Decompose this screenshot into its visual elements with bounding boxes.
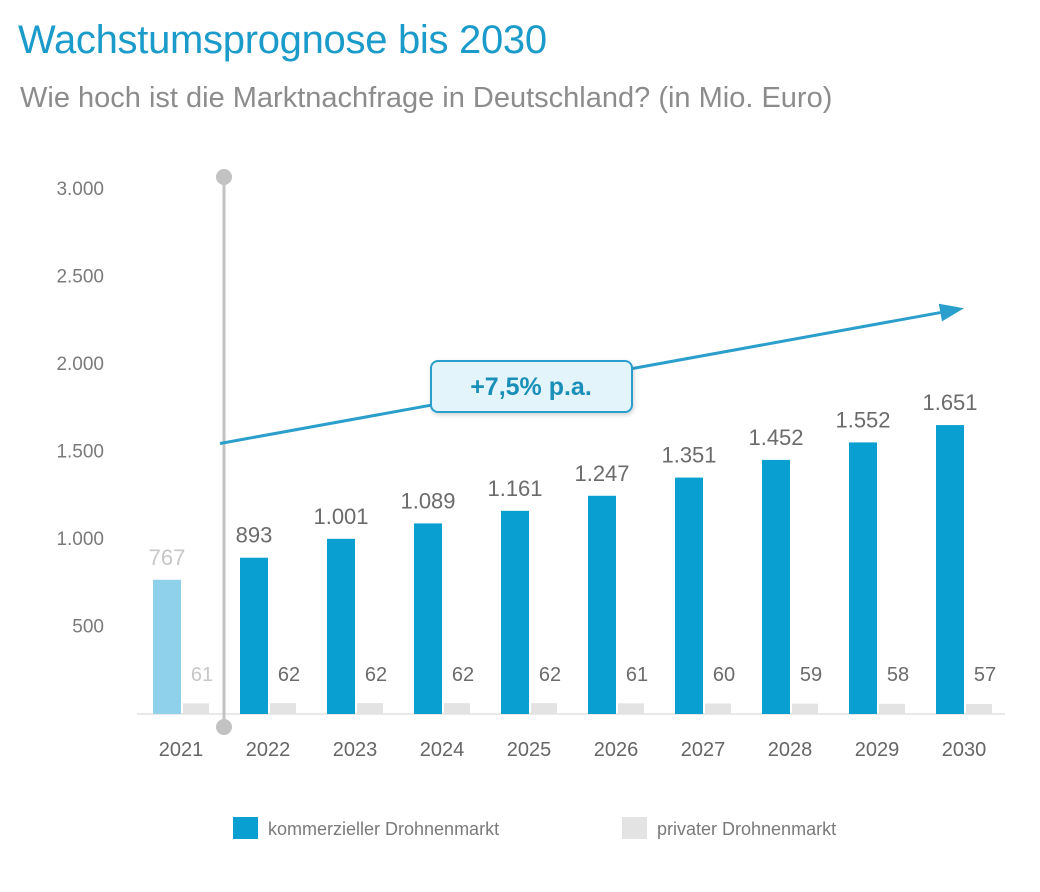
value-label-private: 61 (626, 664, 648, 686)
value-label-commercial: 1.089 (400, 488, 455, 513)
bar-commercial (849, 442, 877, 714)
value-label-commercial: 1.651 (922, 390, 977, 415)
bar-commercial (501, 510, 529, 714)
divider-marker-top (216, 169, 232, 185)
bar-private (966, 704, 992, 714)
growth-label: +7,5% p.a. (470, 373, 592, 401)
legend-swatch-private (622, 817, 647, 839)
y-axis: 500 1.000 1.500 2.000 2.500 3.000 (56, 179, 104, 638)
value-label-commercial: 1.552 (835, 407, 890, 432)
x-tick-label: 2027 (681, 739, 726, 761)
bar-private (705, 703, 731, 714)
bar-commercial (588, 495, 616, 714)
divider-marker-bottom (216, 719, 232, 735)
bar-private (357, 703, 383, 714)
legend-label-commercial: kommerzieller Drohnenmarkt (268, 819, 499, 839)
value-label-commercial: 1.161 (487, 476, 542, 501)
value-label-private: 62 (539, 664, 561, 686)
x-tick-label: 2025 (507, 739, 552, 761)
y-tick-label: 2.500 (56, 267, 104, 288)
growth-arrow-head (938, 303, 964, 322)
value-label-commercial: 1.351 (661, 443, 716, 468)
value-label-private: 62 (365, 664, 387, 686)
value-label-commercial: 1.001 (313, 504, 368, 529)
value-label-private: 62 (452, 664, 474, 686)
chart-subtitle: Wie hoch ist die Marktnachfrage in Deuts… (20, 82, 833, 114)
forecast-divider (216, 169, 232, 735)
bar-commercial (414, 523, 442, 714)
value-label-private: 59 (800, 664, 822, 686)
bar-commercial (240, 557, 268, 714)
bar-commercial (153, 579, 181, 714)
legend-label-private: privater Drohnenmarkt (657, 819, 836, 839)
x-tick-label: 2026 (594, 739, 639, 761)
value-label-private: 60 (713, 664, 735, 686)
growth-label-box (430, 360, 633, 413)
value-label-private: 61 (191, 664, 213, 686)
value-label-private: 57 (974, 664, 996, 686)
y-tick-label: 1.000 (56, 529, 104, 550)
x-tick-label: 2030 (942, 739, 987, 761)
x-tick-label: 2023 (333, 739, 378, 761)
value-label-commercial: 767 (149, 545, 186, 570)
y-tick-label: 500 (72, 617, 104, 638)
x-tick-label: 2029 (855, 739, 900, 761)
value-label-commercial: 893 (236, 523, 273, 548)
value-label-commercial: 1.247 (574, 461, 629, 486)
x-tick-label: 2024 (420, 739, 465, 761)
bar-commercial (675, 477, 703, 714)
bar-commercial (936, 425, 964, 714)
bar-private (183, 703, 209, 714)
bar-commercial (327, 538, 355, 714)
bar-private (618, 703, 644, 714)
bar-private (444, 703, 470, 714)
legend: kommerzieller Drohnenmarkt privater Drohn… (233, 817, 836, 839)
growth-annotation: +7,5% p.a. (219, 303, 964, 445)
legend-swatch-commercial (233, 817, 258, 839)
y-tick-label: 1.500 (56, 442, 104, 463)
bar-private (270, 703, 296, 714)
bars: 767 61 893 62 1.001 62 1.089 62 1.161 62 1.247 61 1.… (149, 390, 996, 714)
bar-private (879, 703, 905, 714)
x-tick-label: 2021 (159, 739, 204, 761)
x-axis: 2021 2022 2023 2024 2025 2026 2027 2028 2029 2030 (159, 739, 987, 761)
x-tick-label: 2022 (246, 739, 291, 761)
y-tick-label: 3.000 (56, 179, 104, 200)
bar-private (531, 703, 557, 714)
value-label-commercial: 1.452 (748, 425, 803, 450)
value-label-private: 58 (887, 664, 909, 686)
chart-title: Wachstumsprognose bis 2030 (18, 18, 547, 62)
bar-private (792, 703, 818, 714)
x-tick-label: 2028 (768, 739, 813, 761)
value-label-private: 62 (278, 664, 300, 686)
y-tick-label: 2.000 (56, 354, 104, 375)
bar-commercial (762, 459, 790, 714)
